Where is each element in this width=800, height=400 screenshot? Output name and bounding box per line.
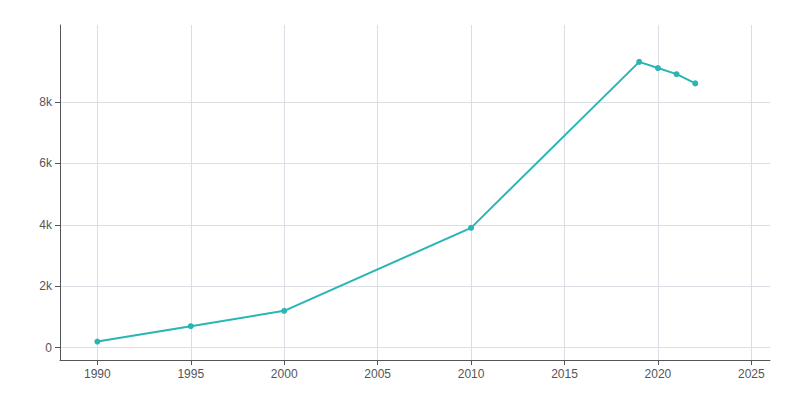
svg-text:2010: 2010 (458, 367, 485, 381)
svg-text:0: 0 (45, 341, 52, 355)
svg-text:4k: 4k (39, 218, 53, 232)
svg-text:2000: 2000 (271, 367, 298, 381)
svg-text:6k: 6k (39, 156, 53, 170)
svg-text:2025: 2025 (738, 367, 765, 381)
svg-text:2005: 2005 (364, 367, 391, 381)
svg-text:1995: 1995 (177, 367, 204, 381)
svg-text:2015: 2015 (551, 367, 578, 381)
svg-text:8k: 8k (39, 95, 53, 109)
svg-text:1990: 1990 (84, 367, 111, 381)
svg-text:2k: 2k (39, 279, 53, 293)
svg-text:2020: 2020 (645, 367, 672, 381)
